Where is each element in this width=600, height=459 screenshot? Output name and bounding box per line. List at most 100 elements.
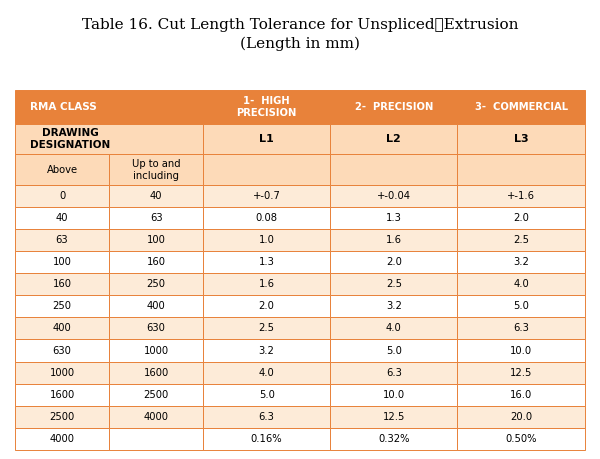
Bar — [457, 229, 585, 251]
Text: 250: 250 — [53, 302, 71, 311]
Bar — [330, 90, 457, 124]
Bar — [330, 340, 457, 362]
Text: 3-  COMMERCIAL: 3- COMMERCIAL — [475, 101, 568, 112]
Text: 2-  PRECISION: 2- PRECISION — [355, 101, 433, 112]
Bar — [457, 273, 585, 295]
Text: 63: 63 — [150, 213, 163, 223]
Text: 6.3: 6.3 — [386, 368, 402, 378]
Text: +-0.04: +-0.04 — [377, 191, 411, 201]
Text: 400: 400 — [53, 324, 71, 333]
Bar — [15, 229, 109, 251]
Text: 630: 630 — [53, 346, 71, 356]
Text: 12.5: 12.5 — [510, 368, 532, 378]
Text: 1600: 1600 — [49, 390, 74, 400]
Bar — [15, 318, 109, 340]
Text: RMA CLASS: RMA CLASS — [30, 101, 97, 112]
Bar — [457, 154, 585, 185]
Bar — [15, 406, 109, 428]
Bar — [330, 428, 457, 450]
Text: 2.0: 2.0 — [513, 213, 529, 223]
Text: 2.5: 2.5 — [386, 279, 402, 289]
Bar — [330, 154, 457, 185]
Bar — [457, 124, 585, 154]
Bar — [203, 207, 330, 229]
Bar — [109, 207, 203, 229]
Text: 100: 100 — [53, 257, 71, 267]
Bar — [457, 251, 585, 273]
Text: 3.2: 3.2 — [386, 302, 402, 311]
Bar — [203, 384, 330, 406]
Bar — [330, 362, 457, 384]
Text: Above: Above — [46, 165, 77, 175]
Bar — [457, 384, 585, 406]
Text: 4.0: 4.0 — [259, 368, 275, 378]
Text: 10.0: 10.0 — [510, 346, 532, 356]
Text: 1.0: 1.0 — [259, 235, 275, 245]
Bar — [330, 318, 457, 340]
Text: 2500: 2500 — [49, 412, 74, 422]
Bar — [203, 273, 330, 295]
Bar — [15, 185, 109, 207]
Bar — [15, 295, 109, 318]
Text: 4000: 4000 — [143, 412, 169, 422]
Bar — [330, 207, 457, 229]
Text: 0.16%: 0.16% — [251, 434, 283, 444]
Bar — [457, 406, 585, 428]
Bar — [15, 251, 109, 273]
Bar — [203, 406, 330, 428]
Bar — [330, 295, 457, 318]
Text: 4.0: 4.0 — [386, 324, 401, 333]
Text: 250: 250 — [146, 279, 166, 289]
Bar — [203, 90, 330, 124]
Bar — [15, 362, 109, 384]
Text: L3: L3 — [514, 134, 529, 144]
Bar — [203, 229, 330, 251]
Text: 2.0: 2.0 — [386, 257, 402, 267]
Text: 1.6: 1.6 — [259, 279, 275, 289]
Bar — [15, 384, 109, 406]
Bar — [330, 124, 457, 154]
Bar — [203, 428, 330, 450]
Bar — [109, 340, 203, 362]
Bar — [109, 318, 203, 340]
Text: 10.0: 10.0 — [383, 390, 405, 400]
Bar — [109, 185, 203, 207]
Bar — [109, 251, 203, 273]
Text: 2.0: 2.0 — [259, 302, 275, 311]
Bar — [330, 384, 457, 406]
Text: 16.0: 16.0 — [510, 390, 532, 400]
Bar — [15, 154, 109, 185]
Bar — [203, 154, 330, 185]
Bar — [109, 406, 203, 428]
Bar — [203, 362, 330, 384]
Bar — [457, 340, 585, 362]
Text: 0.32%: 0.32% — [378, 434, 410, 444]
Text: 1000: 1000 — [49, 368, 74, 378]
Text: 20.0: 20.0 — [510, 412, 532, 422]
Bar — [15, 124, 203, 154]
Bar — [457, 90, 585, 124]
Text: 160: 160 — [53, 279, 71, 289]
Bar — [457, 362, 585, 384]
Bar — [109, 273, 203, 295]
Bar — [330, 406, 457, 428]
Text: 0.50%: 0.50% — [505, 434, 537, 444]
Text: 630: 630 — [146, 324, 166, 333]
Text: 3.2: 3.2 — [513, 257, 529, 267]
Text: 1-  HIGH
PRECISION: 1- HIGH PRECISION — [236, 95, 297, 118]
Text: 0.08: 0.08 — [256, 213, 278, 223]
Text: 1000: 1000 — [143, 346, 169, 356]
Bar — [15, 90, 203, 124]
Text: 0: 0 — [59, 191, 65, 201]
Bar — [330, 185, 457, 207]
Text: 2.5: 2.5 — [513, 235, 529, 245]
Text: 1.3: 1.3 — [386, 213, 402, 223]
Text: 6.3: 6.3 — [513, 324, 529, 333]
Text: DRAWING
DESIGNATION: DRAWING DESIGNATION — [30, 128, 110, 150]
Text: 1.3: 1.3 — [259, 257, 275, 267]
Bar — [203, 185, 330, 207]
Bar — [15, 428, 109, 450]
Bar — [330, 229, 457, 251]
Bar — [15, 340, 109, 362]
Text: 3.2: 3.2 — [259, 346, 275, 356]
